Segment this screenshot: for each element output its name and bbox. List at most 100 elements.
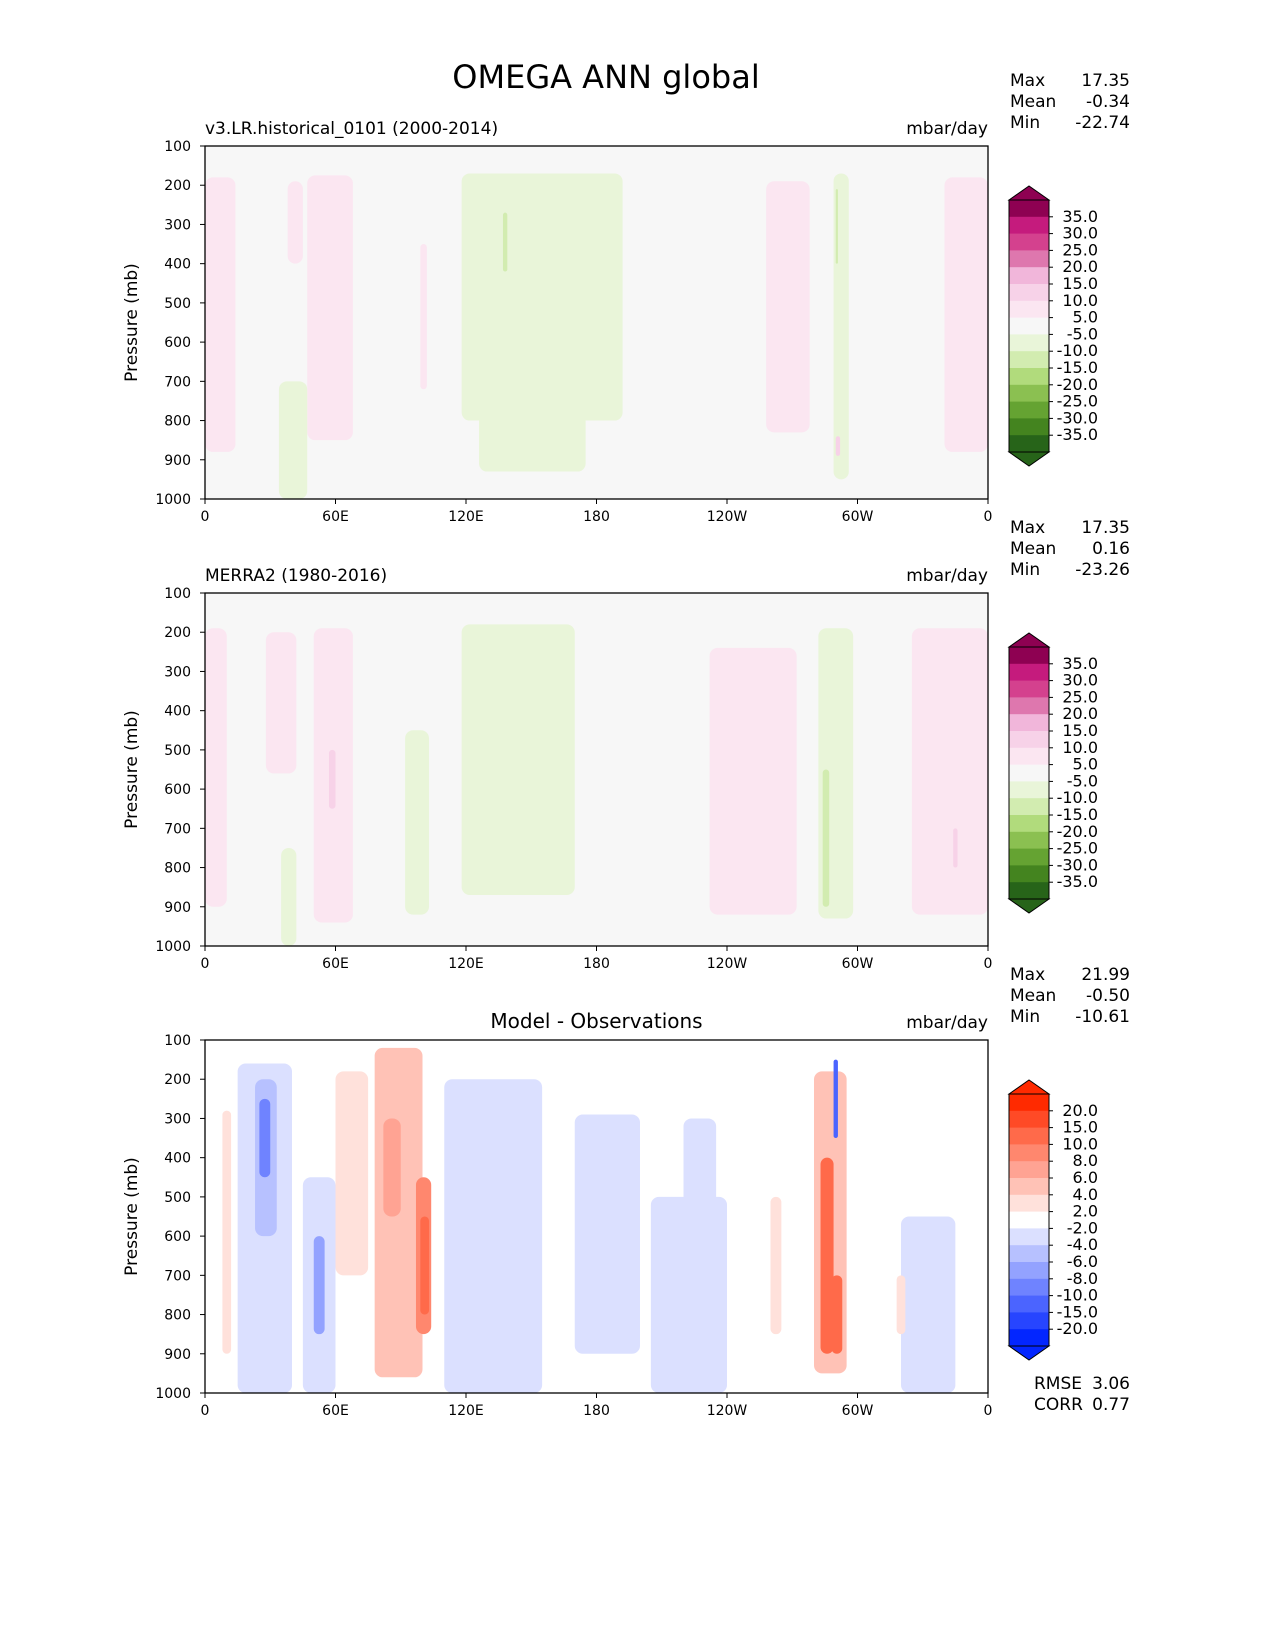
colorbar-tick-label: 15.0 <box>1062 721 1098 740</box>
y-tick-label: 400 <box>164 704 191 720</box>
stat-label: Min <box>1010 113 1040 133</box>
stat-label: Mean <box>1010 986 1056 1006</box>
x-tick-label: 120W <box>707 509 748 525</box>
colorbar-extend-max <box>1007 632 1051 648</box>
contour-region <box>335 1071 369 1276</box>
colorbar-tick-label: 35.0 <box>1062 654 1098 673</box>
y-axis-label: Pressure (mb) <box>122 1157 142 1276</box>
y-tick-label: 900 <box>164 453 191 469</box>
contour-region <box>313 1236 325 1335</box>
x-tick-label: 60W <box>842 509 874 525</box>
colorbar-tick-label: -15.0 <box>1057 1302 1098 1321</box>
colorbar-tick-label: -20.0 <box>1057 375 1098 394</box>
contour-region <box>820 1157 834 1354</box>
stat-value: 0.16 <box>1092 539 1130 559</box>
panel-1-field <box>205 146 988 499</box>
contour-region <box>461 624 575 896</box>
colorbar-band <box>1009 267 1049 285</box>
y-tick-label: 500 <box>164 296 191 312</box>
colorbar-band <box>1009 1295 1049 1313</box>
contour-region <box>896 1275 906 1335</box>
colorbar-tick-label: 2.0 <box>1073 1202 1098 1221</box>
y-tick-label: 100 <box>164 586 191 602</box>
colorbar-band <box>1009 781 1049 799</box>
contour-region <box>822 769 830 907</box>
contour-region <box>944 177 988 452</box>
colorbar-band <box>1009 1245 1049 1263</box>
colorbar-band <box>1009 1211 1049 1229</box>
colorbar-frame <box>1008 646 1050 900</box>
stat-value: 17.35 <box>1081 518 1130 538</box>
x-tick-label: 0 <box>201 1403 210 1419</box>
colorbar-band <box>1009 1178 1049 1196</box>
panel-3-field <box>205 1040 988 1393</box>
contour-region <box>479 342 586 472</box>
x-tick-label: 60E <box>322 1403 349 1419</box>
colorbar-extend-min <box>1007 1345 1051 1361</box>
x-tick-label: 60E <box>322 956 349 972</box>
colorbar-band <box>1009 848 1049 866</box>
colorbar-band <box>1009 435 1049 453</box>
contour-region <box>328 749 336 809</box>
y-tick-label: 400 <box>164 257 191 273</box>
y-tick-label: 600 <box>164 782 191 798</box>
colorbar-band <box>1009 418 1049 436</box>
units-label: mbar/day <box>906 1013 988 1033</box>
colorbar-band <box>1009 334 1049 352</box>
colorbar-tick-label: -30.0 <box>1057 408 1098 427</box>
y-tick-label: 300 <box>164 217 191 233</box>
contour-region <box>770 1196 782 1335</box>
stat-value: 17.35 <box>1081 71 1130 91</box>
colorbar-tick-label: -25.0 <box>1057 839 1098 858</box>
x-tick-label: 180 <box>583 1403 610 1419</box>
contour-region <box>383 1118 401 1217</box>
colorbar-tick-label: -20.0 <box>1057 1319 1098 1338</box>
stat-value: -0.50 <box>1086 986 1130 1006</box>
stat-label: Max <box>1010 71 1045 91</box>
colorbar-tick-label: 10.0 <box>1062 1134 1098 1153</box>
panel-2-field <box>205 593 988 946</box>
figure-title: OMEGA ANN global <box>452 58 760 96</box>
colorbar-band <box>1009 815 1049 833</box>
contour-region <box>287 181 303 264</box>
colorbar-band <box>1009 284 1049 302</box>
x-tick-label: 0 <box>984 509 993 525</box>
stat-value: -10.61 <box>1075 1007 1130 1027</box>
colorbar-band <box>1009 401 1049 419</box>
colorbar-tick-label: -10.0 <box>1057 788 1098 807</box>
colorbar-band <box>1009 200 1049 218</box>
stat-value: 21.99 <box>1081 965 1130 985</box>
stat-label: Max <box>1010 965 1045 985</box>
panel-title: MERRA2 (1980-2016) <box>205 566 387 586</box>
stat-label: Max <box>1010 518 1045 538</box>
colorbar-band <box>1009 882 1049 900</box>
stat-label: Min <box>1010 1007 1040 1027</box>
colorbar-tick-label: -8.0 <box>1067 1269 1098 1288</box>
colorbar-tick-label: -2.0 <box>1067 1218 1098 1237</box>
colorbar-band <box>1009 384 1049 403</box>
contour-region <box>683 1118 717 1276</box>
contour-region <box>205 628 227 907</box>
colorbar-tick-label: 20.0 <box>1062 257 1098 276</box>
y-tick-label: 700 <box>164 1268 191 1284</box>
colorbar-band <box>1009 798 1049 816</box>
stat-label: Mean <box>1010 539 1056 559</box>
colorbar-tick-label: 5.0 <box>1073 755 1098 774</box>
x-tick-label: 0 <box>201 509 210 525</box>
x-tick-label: 180 <box>583 956 610 972</box>
contour-region <box>222 1110 232 1354</box>
colorbar-band <box>1009 714 1049 732</box>
colorbar-tick-label: 20.0 <box>1062 704 1098 723</box>
colorbar-tick-label: -5.0 <box>1067 324 1098 343</box>
y-tick-label: 200 <box>164 625 191 641</box>
units-label: mbar/day <box>906 566 988 586</box>
colorbar-band <box>1009 317 1049 335</box>
colorbar-band <box>1009 233 1049 251</box>
colorbar-band <box>1009 1278 1049 1297</box>
panel-title: Model - Observations <box>490 1009 702 1033</box>
colorbar-tick-label: -15.0 <box>1057 805 1098 824</box>
x-tick-label: 0 <box>984 1403 993 1419</box>
colorbar-tick-label: 5.0 <box>1073 308 1098 327</box>
panel-title: v3.LR.historical_0101 (2000-2014) <box>205 119 498 139</box>
x-tick-label: 0 <box>201 956 210 972</box>
